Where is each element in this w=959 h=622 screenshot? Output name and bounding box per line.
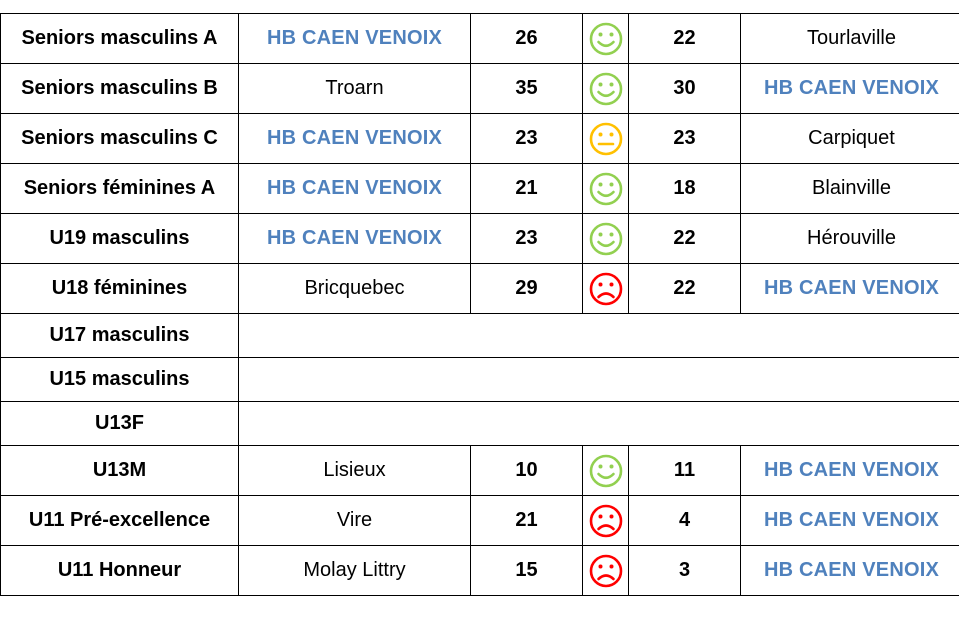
away-score-cell: 22 (628, 13, 741, 64)
away-team-cell: HB CAEN VENOIX (740, 445, 959, 496)
home-team-cell: HB CAEN VENOIX (238, 163, 471, 214)
away-score-cell: 18 (628, 163, 741, 214)
table-row: U11 Honneur Molay Littry 15 3 HB CAEN VENOIX (0, 545, 959, 596)
result-cell (582, 113, 629, 164)
category-cell: Seniors féminines A (0, 163, 239, 214)
home-score-cell: 10 (470, 445, 583, 496)
home-team-cell: Molay Littry (238, 545, 471, 596)
home-team-cell: HB CAEN VENOIX (238, 13, 471, 64)
results-table-body: Seniors masculins A HB CAEN VENOIX 26 22 Tou… (0, 13, 959, 596)
result-cell (582, 263, 629, 314)
table-row: Seniors masculins B Troarn 35 30 HB CAEN VEN… (0, 63, 959, 114)
away-score-cell: 3 (628, 545, 741, 596)
result-cell (582, 13, 629, 64)
table-row: Seniors masculins C HB CAEN VENOIX 23 23 Car… (0, 113, 959, 164)
home-score-cell: 21 (470, 163, 583, 214)
smiley-sad-icon (589, 272, 622, 305)
smiley-happy-icon (589, 172, 622, 205)
empty-match-cell (238, 401, 959, 446)
table-row: U19 masculins HB CAEN VENOIX 23 22 Hérouvill… (0, 213, 959, 264)
home-score-cell: 21 (470, 495, 583, 546)
table-row: U15 masculins (0, 357, 959, 402)
home-score-cell: 35 (470, 63, 583, 114)
result-cell (582, 63, 629, 114)
home-team-cell: Bricquebec (238, 263, 471, 314)
home-score-cell: 23 (470, 213, 583, 264)
result-cell (582, 545, 629, 596)
table-row: U18 féminines Bricquebec 29 22 HB CAEN VENOI… (0, 263, 959, 314)
table-row: U13M Lisieux 10 11 HB CAEN VENOIX (0, 445, 959, 496)
category-cell: U13M (0, 445, 239, 496)
away-team-cell: HB CAEN VENOIX (740, 263, 959, 314)
smiley-happy-icon (589, 22, 622, 55)
category-cell: U13F (0, 401, 239, 446)
smiley-sad-icon (589, 554, 622, 587)
away-score-cell: 22 (628, 263, 741, 314)
away-score-cell: 4 (628, 495, 741, 546)
away-team-cell: Hérouville (740, 213, 959, 264)
result-cell (582, 213, 629, 264)
table-row: Seniors masculins A HB CAEN VENOIX 26 22 Tou… (0, 13, 959, 64)
home-team-cell: HB CAEN VENOIX (238, 213, 471, 264)
result-cell (582, 445, 629, 496)
category-cell: U19 masculins (0, 213, 239, 264)
home-score-cell: 26 (470, 13, 583, 64)
away-score-cell: 23 (628, 113, 741, 164)
away-team-cell: HB CAEN VENOIX (740, 545, 959, 596)
home-team-cell: Lisieux (238, 445, 471, 496)
smiley-happy-icon (589, 72, 622, 105)
category-cell: Seniors masculins B (0, 63, 239, 114)
category-cell: U15 masculins (0, 357, 239, 402)
smiley-neutral-icon (589, 122, 622, 155)
category-cell: U11 Honneur (0, 545, 239, 596)
smiley-happy-icon (589, 222, 622, 255)
home-score-cell: 23 (470, 113, 583, 164)
smiley-happy-icon (589, 454, 622, 487)
away-team-cell: HB CAEN VENOIX (740, 495, 959, 546)
home-score-cell: 29 (470, 263, 583, 314)
away-team-cell: Carpiquet (740, 113, 959, 164)
away-score-cell: 30 (628, 63, 741, 114)
empty-match-cell (238, 313, 959, 358)
away-score-cell: 22 (628, 213, 741, 264)
smiley-sad-icon (589, 504, 622, 537)
category-cell: Seniors masculins A (0, 13, 239, 64)
away-team-cell: Blainville (740, 163, 959, 214)
away-score-cell: 11 (628, 445, 741, 496)
empty-match-cell (238, 357, 959, 402)
result-cell (582, 495, 629, 546)
table-row: U11 Pré-excellence Vire 21 4 HB CAEN VENOIX (0, 495, 959, 546)
category-cell: Seniors masculins C (0, 113, 239, 164)
home-score-cell: 15 (470, 545, 583, 596)
home-team-cell: Vire (238, 495, 471, 546)
table-row: U17 masculins (0, 313, 959, 358)
category-cell: U17 masculins (0, 313, 239, 358)
results-table: Seniors masculins A HB CAEN VENOIX 26 22 Tou… (0, 13, 959, 596)
away-team-cell: Tourlaville (740, 13, 959, 64)
away-team-cell: HB CAEN VENOIX (740, 63, 959, 114)
category-cell: U11 Pré-excellence (0, 495, 239, 546)
result-cell (582, 163, 629, 214)
table-row: U13F (0, 401, 959, 446)
home-team-cell: Troarn (238, 63, 471, 114)
home-team-cell: HB CAEN VENOIX (238, 113, 471, 164)
table-row: Seniors féminines A HB CAEN VENOIX 21 18 Bla… (0, 163, 959, 214)
category-cell: U18 féminines (0, 263, 239, 314)
